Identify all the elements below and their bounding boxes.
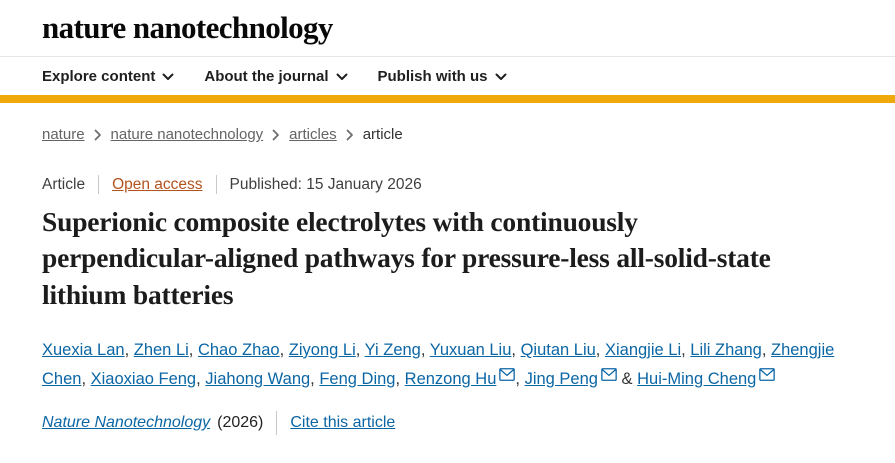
- nav-item-label: About the journal: [204, 67, 329, 85]
- nav-item-publish-with-us[interactable]: Publish with us: [378, 68, 507, 85]
- author-link[interactable]: Zhengjie Chen: [42, 340, 835, 388]
- chevron-right-icon: [272, 129, 280, 141]
- author-separator: ,: [355, 340, 365, 359]
- breadcrumb-separator: [346, 129, 354, 141]
- article-page: nature nature nanotechnology articles artic…: [0, 126, 895, 435]
- author-link[interactable]: Jing Peng: [524, 369, 598, 388]
- nav-item-label: Publish with us: [377, 67, 488, 85]
- author-link[interactable]: Zhen Li: [133, 340, 189, 359]
- author-link[interactable]: Feng Ding: [319, 369, 396, 388]
- author-link[interactable]: Hui-Ming Cheng: [637, 369, 757, 388]
- author-separator: ,: [124, 340, 134, 359]
- article-type-label: Article: [42, 175, 86, 193]
- citation-divider: [276, 410, 278, 435]
- citation-row: Nature Nanotechnology (2026) Cite this a…: [42, 410, 853, 435]
- nav-item-about-the-journal[interactable]: About the journal: [204, 67, 348, 85]
- chevron-down-icon: [336, 73, 348, 80]
- author-link[interactable]: Xiangjie Li: [604, 340, 682, 359]
- author-list: Xuexia Lan, Zhen Li, Chao Zhao, Ziyong L…: [42, 336, 853, 394]
- author-link[interactable]: Yuxuan Liu: [429, 340, 512, 359]
- author-email-button[interactable]: [759, 362, 776, 391]
- author-email-button[interactable]: [601, 362, 617, 391]
- author-link[interactable]: Lili Zhang: [690, 340, 762, 359]
- cite-this-article-link[interactable]: Cite this article: [290, 413, 396, 431]
- author-link[interactable]: Jiahong Wang: [205, 369, 311, 388]
- author-link[interactable]: Yi Zeng: [364, 340, 421, 359]
- author-separator: ,: [681, 340, 691, 359]
- author-link[interactable]: Ziyong Li: [288, 340, 356, 359]
- author-separator: ,: [81, 369, 91, 388]
- journal-citation-link[interactable]: Nature Nanotechnology: [42, 413, 211, 431]
- meta-divider: [98, 175, 100, 194]
- author-link[interactable]: Xiaoxiao Feng: [90, 369, 197, 388]
- email-envelope-icon: [499, 367, 516, 381]
- author-link[interactable]: Xuexia Lan: [42, 340, 125, 359]
- journal-header: nature nanotechnology: [0, 0, 895, 57]
- article-title: Superionic composite electrolytes with c…: [42, 206, 771, 310]
- author-separator: ,: [515, 369, 525, 388]
- email-envelope-icon: [601, 367, 617, 381]
- breadcrumb-separator: [94, 129, 102, 141]
- breadcrumb-item-nature[interactable]: nature: [42, 126, 85, 143]
- author-separator: ,: [395, 369, 405, 388]
- author-email-button[interactable]: [499, 362, 516, 391]
- chevron-down-icon: [495, 73, 507, 80]
- breadcrumb-item-article: article: [362, 126, 403, 143]
- breadcrumb-separator: [272, 129, 280, 141]
- chevron-down-icon: [162, 73, 174, 80]
- published-date: Published: 15 January 2026: [229, 175, 422, 193]
- author-separator: ,: [511, 340, 521, 359]
- author-link[interactable]: Chao Zhao: [197, 340, 280, 359]
- main-nav: Explore content About the journal Publish …: [0, 57, 895, 103]
- chevron-right-icon: [94, 129, 101, 141]
- breadcrumb-item-nature-nanotechnology[interactable]: nature nanotechnology: [110, 126, 264, 143]
- author-separator: ,: [420, 340, 430, 359]
- author-separator: ,: [188, 340, 198, 359]
- citation-year: (2026): [217, 413, 264, 431]
- chevron-right-icon: [346, 129, 353, 141]
- breadcrumb: nature nature nanotechnology articles artic…: [42, 126, 853, 143]
- email-envelope-icon: [759, 367, 776, 381]
- meta-divider: [215, 175, 217, 194]
- author-separator: ,: [279, 340, 289, 359]
- article-meta-row: Article Open access Published: 15 Januar…: [42, 175, 853, 194]
- author-separator: &: [616, 369, 638, 388]
- author-link[interactable]: Qiutan Liu: [520, 340, 596, 359]
- breadcrumb-item-articles[interactable]: articles: [289, 126, 337, 143]
- author-separator: ,: [595, 340, 605, 359]
- author-separator: ,: [761, 340, 771, 359]
- journal-logo[interactable]: nature nanotechnology: [42, 10, 333, 45]
- author-separator: ,: [310, 369, 320, 388]
- author-separator: ,: [196, 369, 206, 388]
- open-access-link[interactable]: Open access: [112, 175, 203, 193]
- author-link[interactable]: Renzong Hu: [404, 369, 497, 388]
- nav-item-label: Explore content: [42, 67, 156, 85]
- nav-item-explore-content[interactable]: Explore content: [42, 68, 174, 85]
